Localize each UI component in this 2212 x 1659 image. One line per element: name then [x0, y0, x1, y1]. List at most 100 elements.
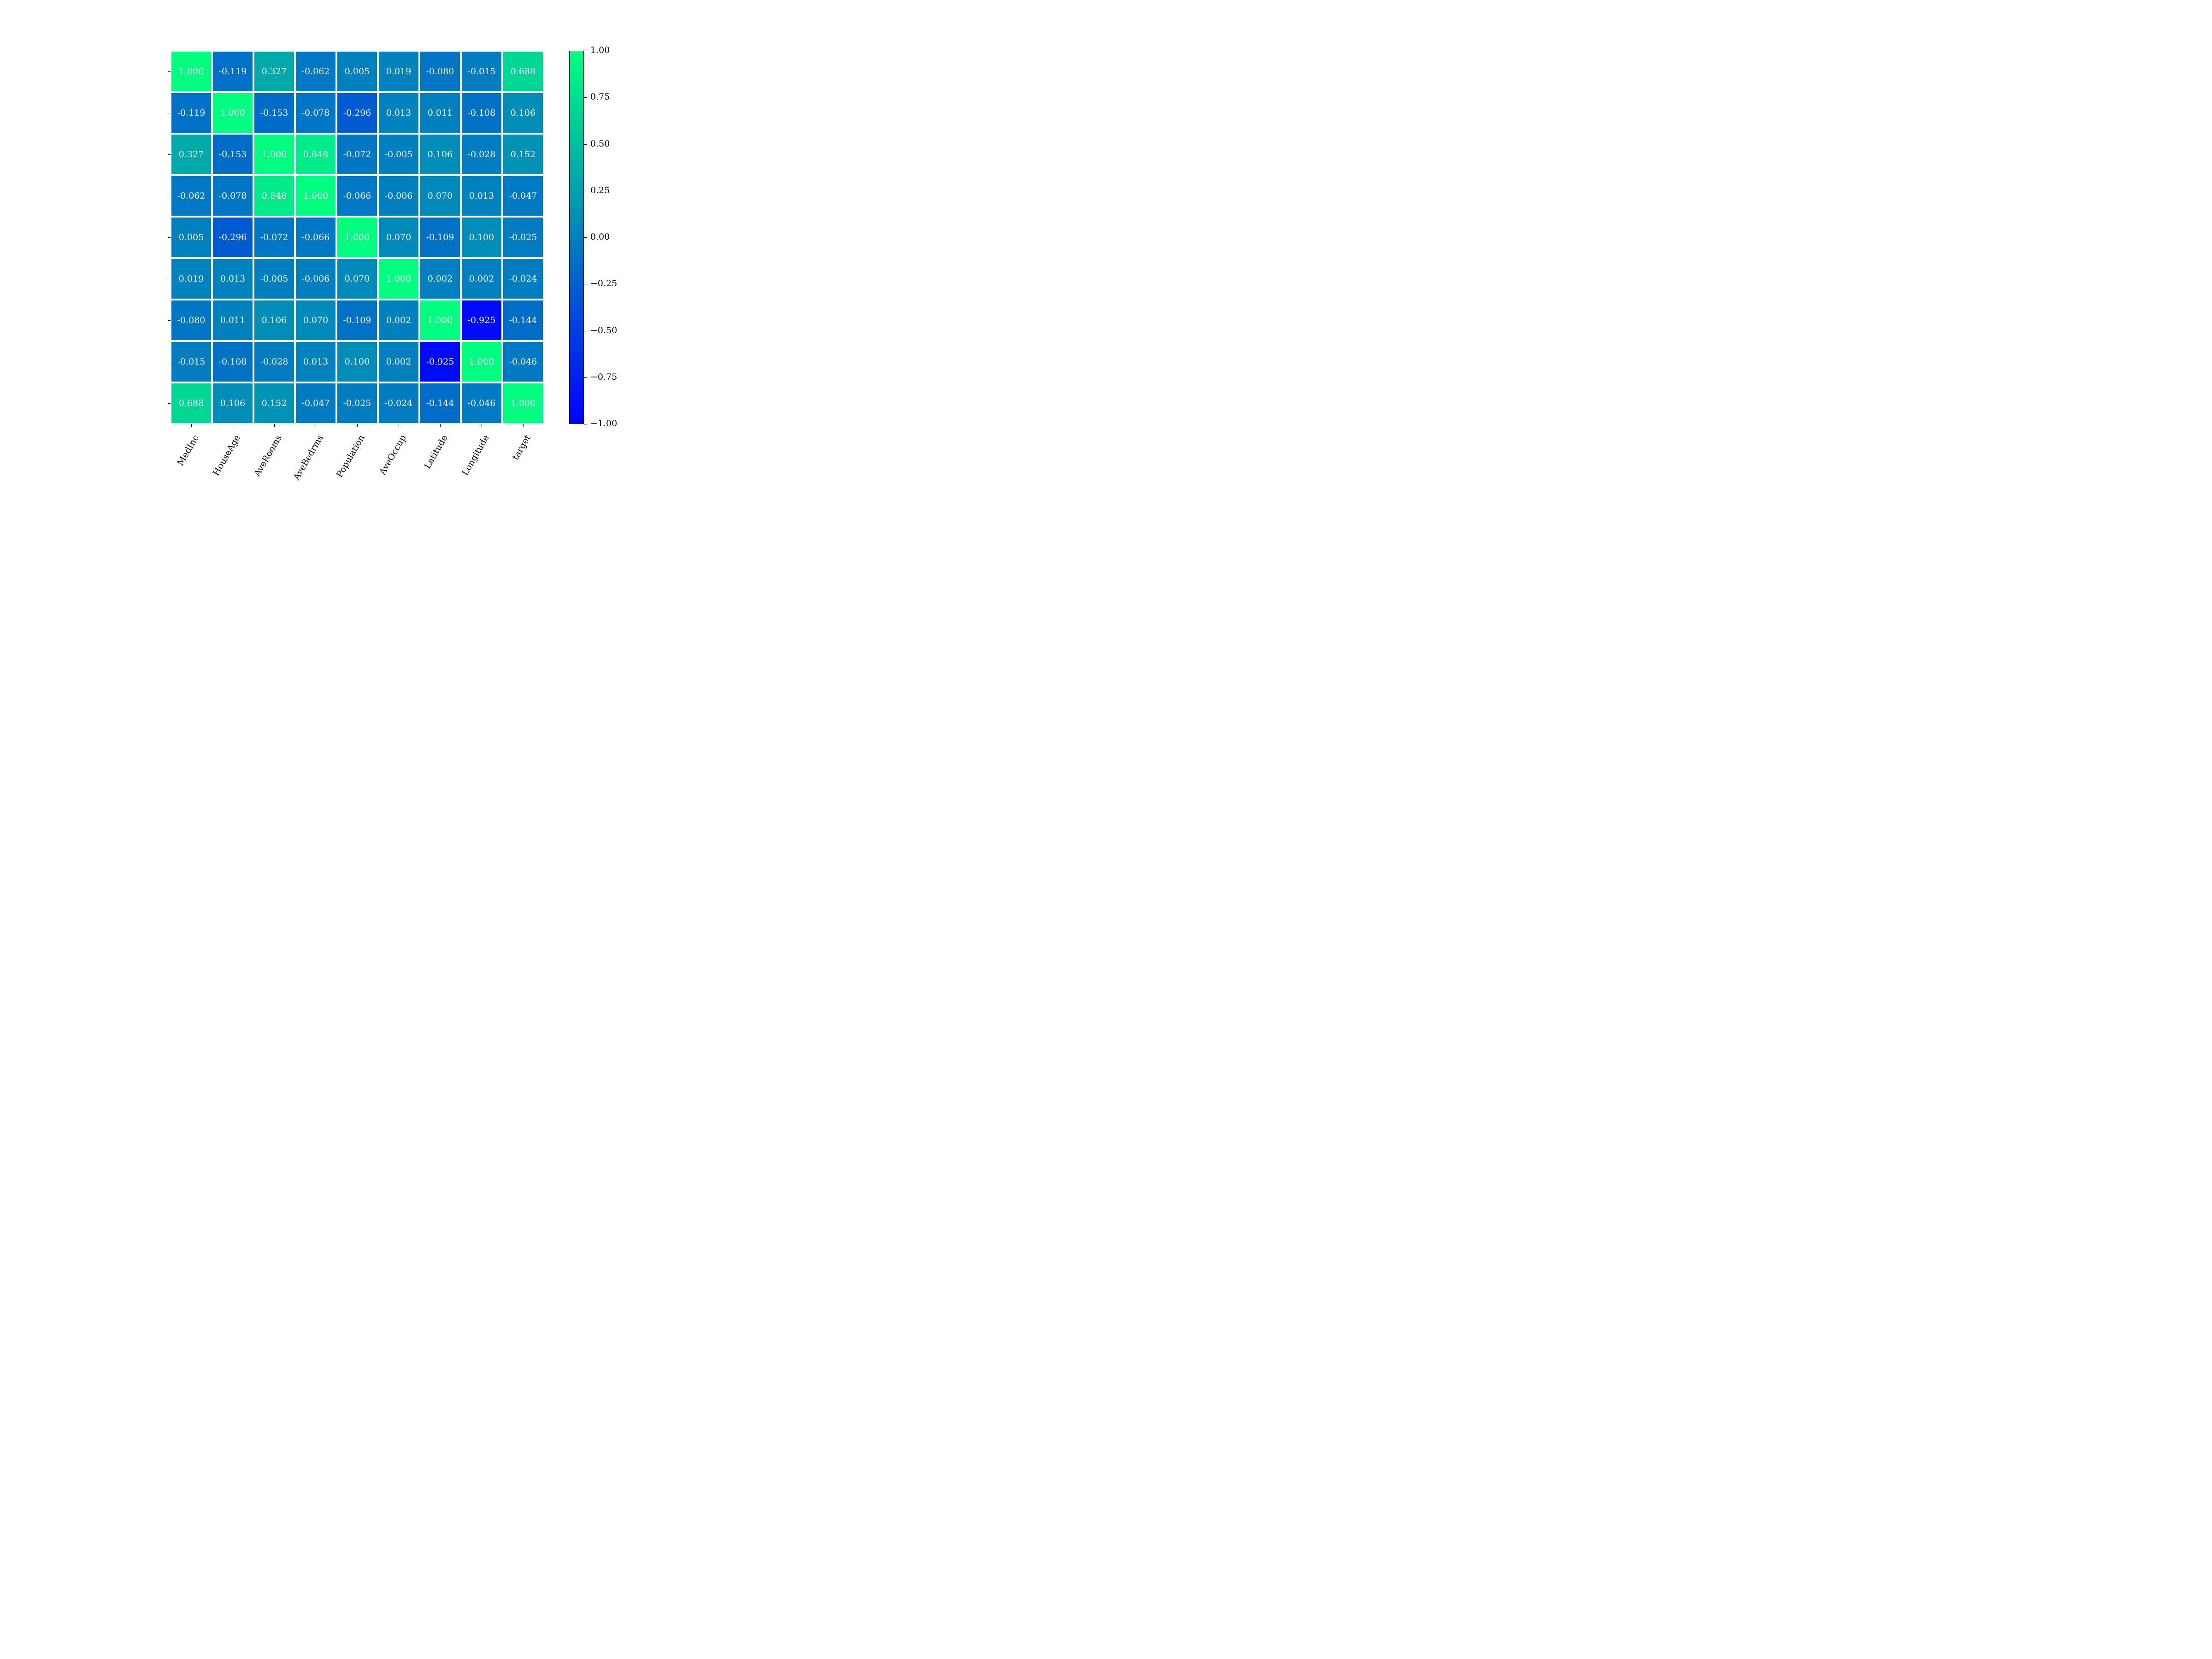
heatmap-cell: 0.327 [253, 51, 295, 92]
heatmap-cell: -0.046 [461, 382, 502, 424]
heatmap-cell: -0.072 [253, 217, 295, 258]
colorbar-tick-label: 0.00 [590, 232, 610, 242]
heatmap-cell-value: 0.013 [469, 191, 494, 201]
heatmap-cell-value: 0.152 [511, 149, 535, 159]
heatmap-cell-value: -0.078 [219, 191, 247, 201]
heatmap-cell: -0.153 [253, 92, 295, 134]
x-tick-label: MedInc [175, 433, 201, 467]
heatmap-cell-value: 1.000 [303, 191, 328, 201]
heatmap-cell: 0.106 [502, 92, 544, 134]
heatmap-cell: -0.066 [295, 217, 336, 258]
heatmap-cell: -0.028 [461, 134, 502, 175]
heatmap-cell-value: 0.019 [179, 274, 204, 284]
heatmap-cell-value: -0.153 [219, 149, 247, 159]
heatmap-cell: -0.080 [419, 51, 461, 92]
heatmap-cell: -0.078 [295, 92, 336, 134]
heatmap-cell: -0.047 [295, 382, 336, 424]
heatmap-cell-value: 0.013 [303, 357, 328, 367]
x-tick [440, 424, 441, 427]
heatmap-cell: -0.080 [171, 300, 212, 341]
heatmap-cell: 0.002 [419, 258, 461, 300]
colorbar-tick [584, 97, 587, 98]
heatmap-cell: 0.152 [253, 382, 295, 424]
colorbar-tick [584, 144, 587, 145]
heatmap-cell: 0.106 [419, 134, 461, 175]
colorbar-tick-label: −0.25 [590, 278, 617, 288]
colorbar-tick [584, 377, 587, 378]
heatmap-cell-value: -0.046 [509, 357, 537, 367]
heatmap-cell: -0.015 [461, 51, 502, 92]
y-tick [168, 320, 171, 321]
heatmap-cell: -0.144 [419, 382, 461, 424]
heatmap-cell-value: 0.100 [469, 232, 494, 242]
heatmap-cell-value: -0.108 [219, 357, 247, 367]
heatmap-cell: -0.119 [171, 92, 212, 134]
heatmap-cell-value: -0.072 [260, 232, 288, 242]
heatmap-cell: -0.025 [336, 382, 378, 424]
heatmap-cell: 0.013 [212, 258, 253, 300]
heatmap-cell-value: -0.925 [468, 315, 496, 325]
heatmap-cell: -0.066 [336, 175, 378, 217]
heatmap-cell: -0.153 [212, 134, 253, 175]
heatmap-cell-value: 1.000 [428, 315, 453, 325]
x-tick-label: HouseAge [211, 433, 242, 477]
x-tick-label: Population [335, 433, 367, 479]
heatmap-cell: 1.000 [212, 92, 253, 134]
figure-canvas: 1.000-0.1190.327-0.0620.0050.019-0.080-0… [0, 0, 737, 553]
heatmap-cell-value: -0.025 [509, 232, 537, 242]
heatmap-cell-value: 1.000 [345, 232, 370, 242]
heatmap-cell-value: -0.066 [302, 232, 330, 242]
heatmap-cell-value: 0.002 [386, 315, 411, 325]
heatmap-cell: -0.108 [212, 341, 253, 382]
heatmap-cell: 0.688 [502, 51, 544, 92]
x-tick-label: AveRooms [252, 433, 284, 478]
colorbar-tick-label: −1.00 [590, 418, 617, 429]
heatmap-cell: 0.106 [212, 382, 253, 424]
heatmap-cell-value: 0.019 [386, 66, 411, 76]
heatmap-cell: 0.100 [461, 217, 502, 258]
heatmap-cell: -0.046 [502, 341, 544, 382]
heatmap-cell-value: -0.119 [219, 66, 247, 76]
heatmap-cell-value: -0.024 [385, 398, 413, 408]
heatmap-cell: 1.000 [419, 300, 461, 341]
heatmap-cell-value: 1.000 [386, 274, 411, 284]
heatmap-cell-value: 0.070 [303, 315, 328, 325]
heatmap-cell: -0.108 [461, 92, 502, 134]
heatmap-cell-value: -0.072 [343, 149, 371, 159]
heatmap-cell-value: -0.024 [509, 274, 537, 284]
heatmap-cell-value: -0.119 [177, 108, 206, 118]
heatmap-cell: -0.025 [502, 217, 544, 258]
heatmap-cell-value: 1.000 [469, 357, 494, 367]
heatmap-cell: 0.019 [171, 258, 212, 300]
heatmap-cell-value: -0.015 [468, 66, 496, 76]
heatmap-cell: -0.006 [295, 258, 336, 300]
heatmap-cell-value: -0.080 [177, 315, 206, 325]
heatmap-cell-value: -0.108 [468, 108, 496, 118]
heatmap-cell: -0.005 [253, 258, 295, 300]
x-tick-label: AveBedrms [291, 433, 325, 482]
heatmap-cell: 0.019 [378, 51, 419, 92]
heatmap-cell-value: 0.002 [386, 357, 411, 367]
heatmap-cell-value: 0.005 [345, 66, 370, 76]
heatmap-cell-value: 0.005 [179, 232, 204, 242]
heatmap-cell-value: 0.002 [469, 274, 494, 284]
heatmap-grid: 1.000-0.1190.327-0.0620.0050.019-0.080-0… [171, 51, 544, 424]
heatmap-cell: 1.000 [295, 175, 336, 217]
heatmap-cell: 0.848 [253, 175, 295, 217]
heatmap-cell-value: -0.153 [260, 108, 288, 118]
x-tick-label: Longitude [460, 433, 491, 477]
heatmap-cell: 1.000 [378, 258, 419, 300]
heatmap-cell: 0.688 [171, 382, 212, 424]
heatmap-cell-value: -0.144 [509, 315, 537, 325]
heatmap-cell: 0.002 [461, 258, 502, 300]
heatmap-cell-value: -0.025 [343, 398, 371, 408]
heatmap-cell-value: 0.013 [220, 274, 245, 284]
heatmap-cell-value: 0.688 [511, 66, 535, 76]
heatmap-cell-value: -0.006 [302, 274, 330, 284]
heatmap-cell: -0.047 [502, 175, 544, 217]
heatmap-cell: 0.011 [212, 300, 253, 341]
heatmap-cell: 0.070 [378, 217, 419, 258]
heatmap-cell: 0.848 [295, 134, 336, 175]
heatmap-cell: 0.013 [378, 92, 419, 134]
heatmap-cell-value: 0.152 [262, 398, 287, 408]
